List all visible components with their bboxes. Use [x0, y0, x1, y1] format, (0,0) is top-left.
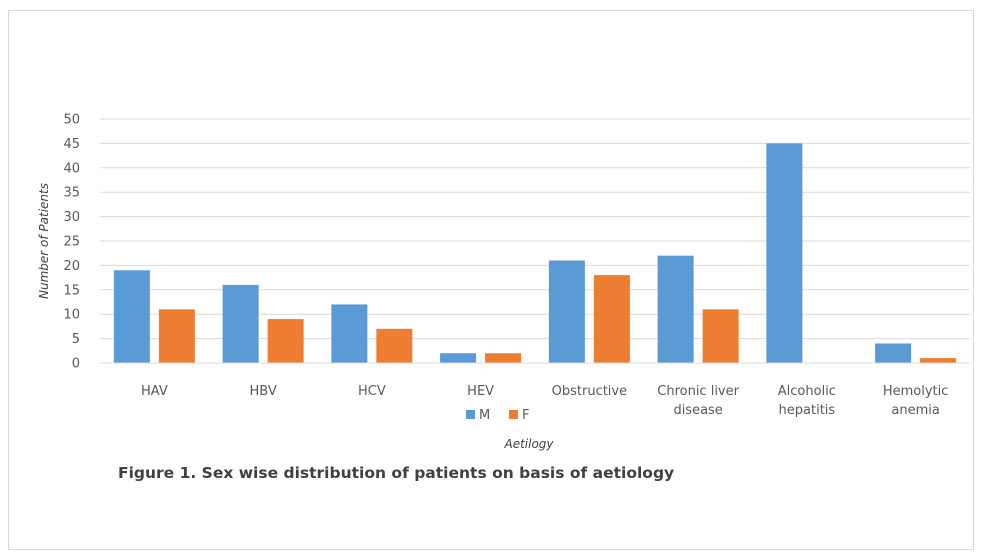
bars — [113, 143, 957, 363]
x-axis-categories: HAV HBV HCV HEV Obstructive Chronic liver dise… — [141, 384, 948, 418]
category-label: HBV — [250, 384, 277, 399]
bar-m-3 — [440, 353, 477, 363]
x-axis-title: Aetilogy — [503, 437, 554, 451]
bar-f-2 — [376, 328, 413, 363]
y-axis-title: Number of Patients — [37, 183, 51, 299]
bar-m-2 — [331, 304, 368, 363]
y-tick-label: 40 — [63, 161, 80, 176]
y-tick-label: 15 — [63, 283, 80, 298]
category-label: anemia — [891, 403, 939, 418]
category-label: Chronic liver — [657, 384, 739, 399]
bar-m-4 — [548, 260, 585, 363]
y-tick-label: 45 — [63, 137, 80, 152]
category-label: Alcoholic — [778, 384, 836, 399]
y-tick-label: 0 — [72, 357, 80, 372]
figure-frame — [8, 10, 974, 550]
legend-label-f: F — [522, 408, 529, 423]
bar-f-7 — [920, 358, 957, 363]
legend-swatch-f — [509, 410, 518, 419]
bar-f-5 — [702, 309, 739, 363]
figure-caption: Figure 1. Sex wise distribution of patie… — [118, 464, 675, 482]
category-label: Hemolytic — [883, 384, 949, 399]
y-tick-label: 50 — [63, 113, 80, 128]
y-tick-label: 20 — [63, 259, 80, 274]
bar-m-0 — [113, 270, 150, 363]
y-tick-label: 25 — [63, 235, 80, 250]
category-label: Obstructive — [552, 384, 628, 399]
legend-label-m: M — [479, 408, 490, 423]
y-axis-ticks: 0 5 10 15 20 25 30 35 40 45 50 — [63, 113, 80, 372]
category-label: disease — [673, 403, 722, 418]
bar-m-5 — [657, 255, 694, 363]
bar-m-1 — [222, 284, 259, 363]
category-label: HAV — [141, 384, 168, 399]
legend-swatch-m — [466, 410, 475, 419]
y-tick-label: 10 — [63, 308, 80, 323]
bar-f-0 — [158, 309, 195, 363]
bar-m-7 — [875, 343, 912, 363]
y-tick-label: 30 — [63, 210, 80, 225]
category-label: hepatitis — [779, 403, 836, 418]
y-tick-label: 35 — [63, 186, 80, 201]
category-label: HCV — [358, 384, 386, 399]
bar-f-1 — [267, 319, 304, 363]
bar-f-3 — [485, 353, 522, 363]
bar-m-6 — [766, 143, 803, 363]
category-label: HEV — [467, 384, 494, 399]
bar-f-4 — [593, 275, 630, 363]
y-tick-label: 5 — [72, 332, 80, 347]
